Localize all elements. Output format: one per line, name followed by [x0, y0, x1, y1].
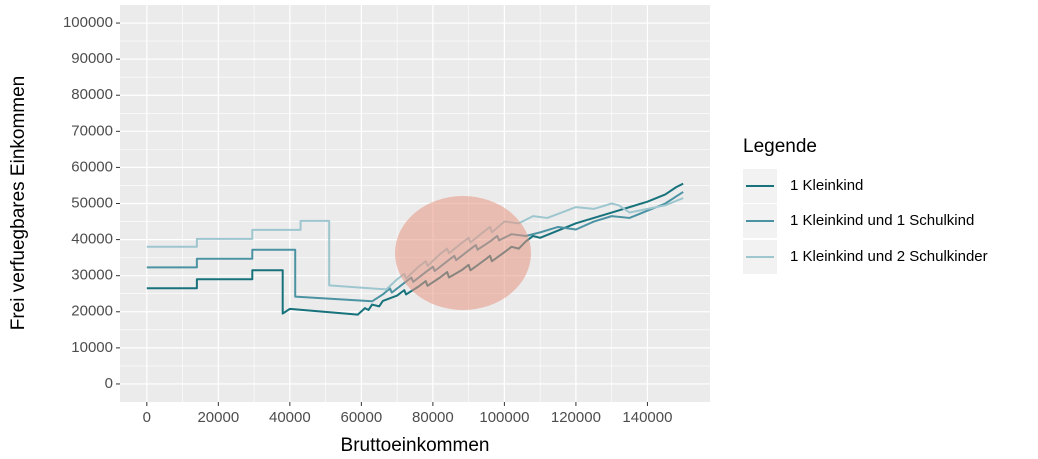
legend-title: Legende [743, 136, 817, 157]
x-tick-label: 40000 [269, 409, 311, 426]
y-tick-label: 70000 [71, 122, 113, 139]
y-tick-label: 60000 [71, 158, 113, 175]
x-tick-label: 120000 [551, 409, 601, 426]
x-tick-label: 100000 [479, 409, 529, 426]
x-tick-label: 60000 [341, 409, 383, 426]
y-tick-label: 20000 [71, 303, 113, 320]
y-tick-label: 30000 [71, 267, 113, 284]
y-tick-label: 100000 [63, 14, 113, 31]
y-tick-label: 80000 [71, 86, 113, 103]
y-tick-label: 40000 [71, 231, 113, 248]
highlight-ellipse [395, 196, 531, 310]
x-tick-label: 140000 [622, 409, 672, 426]
y-tick-label: 0 [105, 375, 113, 392]
x-axis-title: Bruttoeinkommen [341, 435, 490, 456]
legend-label: 1 Kleinkind und 1 Schulkind [790, 212, 974, 229]
legend-label: 1 Kleinkind [790, 177, 863, 194]
legend-label: 1 Kleinkind und 2 Schulkinder [790, 248, 988, 265]
y-axis-title: Frei verfuegbares Einkommen [8, 76, 29, 331]
x-tick-label: 20000 [197, 409, 239, 426]
y-tick-label: 10000 [71, 339, 113, 356]
x-tick-label: 0 [143, 409, 151, 426]
y-tick-label: 90000 [71, 50, 113, 67]
y-tick-label: 50000 [71, 194, 113, 211]
axes: 0 10000 20000 30000 40000 50000 60000 70000 8000… [63, 14, 673, 426]
x-tick-label: 80000 [412, 409, 454, 426]
legend: Legende 1 Kleinkind 1 Kleinkind und 1 Sch… [743, 136, 988, 274]
